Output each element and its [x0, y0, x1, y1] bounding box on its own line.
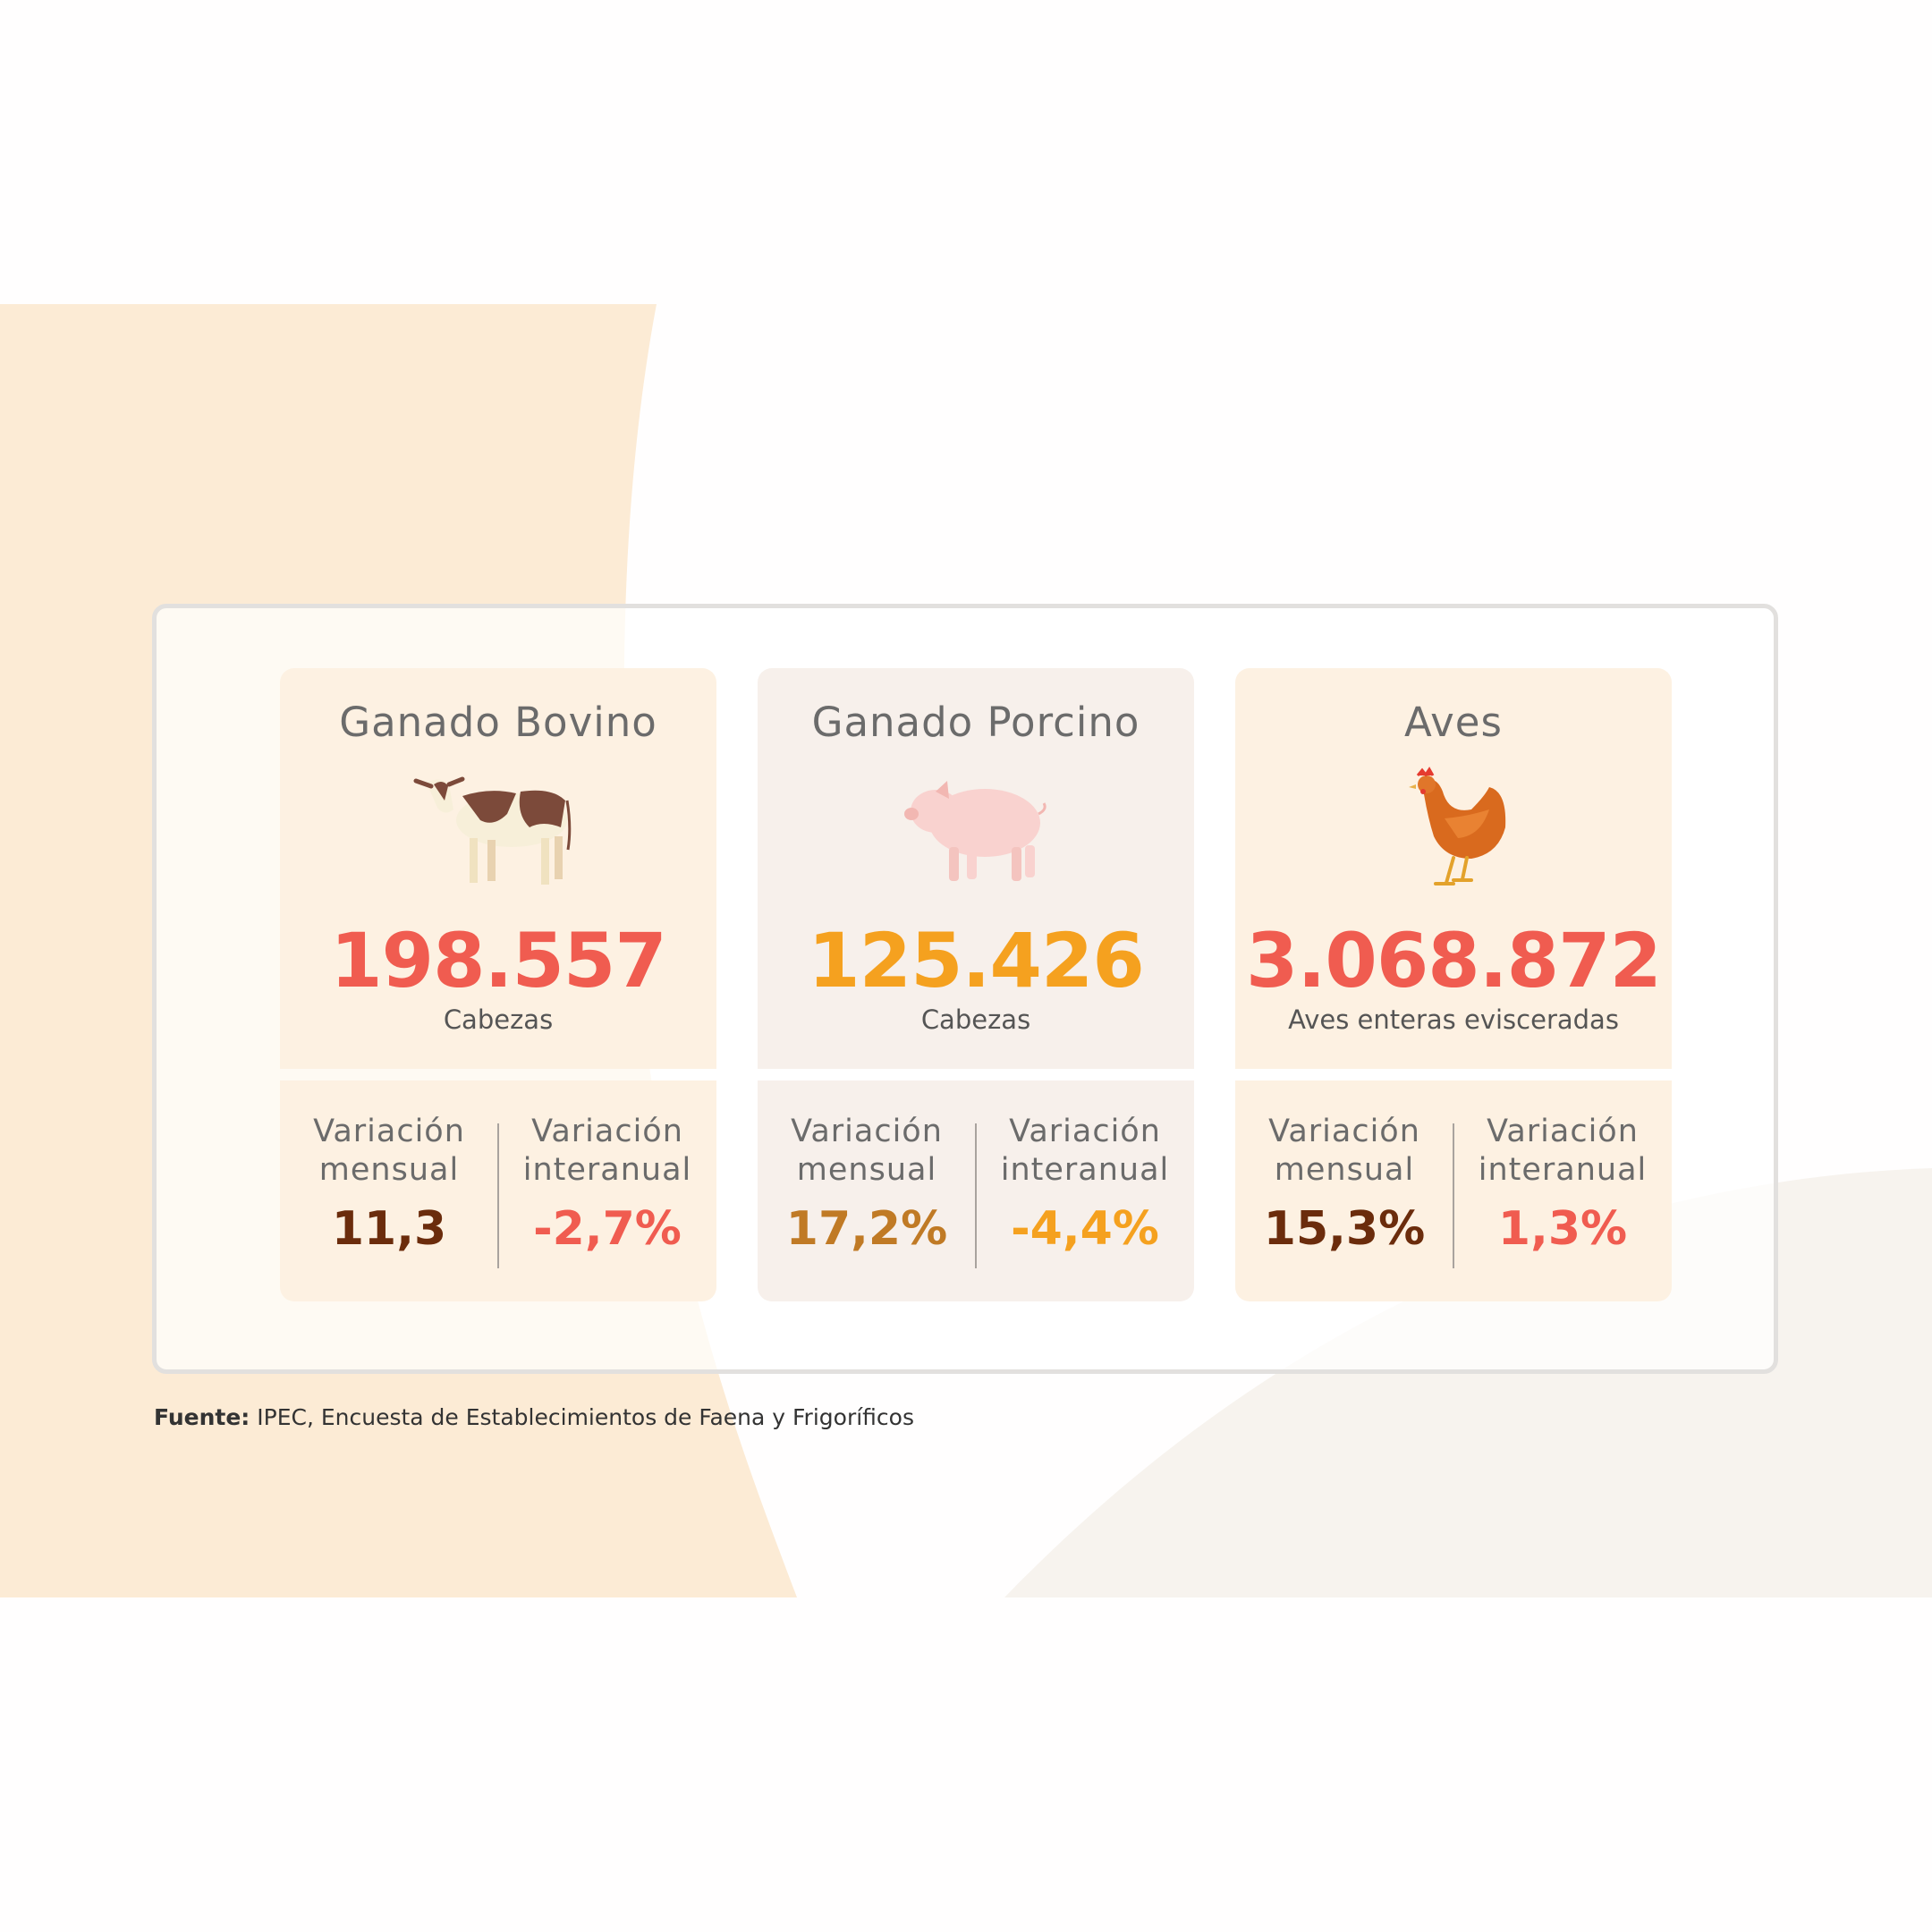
card-value: 3.068.872 — [1246, 917, 1662, 1004]
card-title: Ganado Bovino — [339, 699, 657, 746]
monthly-variation: Variación mensual 11,3 — [280, 1113, 498, 1256]
card-ganado-bovino: Ganado Bovino 198.557 Cabezas Variación … — [280, 668, 716, 1301]
divider — [497, 1123, 499, 1268]
hen-icon — [1409, 767, 1506, 886]
yearly-value: -4,4% — [1011, 1202, 1159, 1256]
card-title: Aves — [1404, 699, 1503, 746]
card-unit: Aves enteras evisceradas — [1288, 1004, 1619, 1035]
source-note: Fuente: IPEC, Encuesta de Establecimient… — [154, 1404, 914, 1430]
yearly-label: Variación — [1009, 1114, 1161, 1149]
yearly-label: interanual — [522, 1152, 692, 1188]
card-aves: Aves 3.068.872 Aves enteras evisceradas … — [1235, 668, 1672, 1301]
yearly-label: interanual — [1478, 1152, 1648, 1188]
monthly-value: 15,3% — [1263, 1202, 1426, 1256]
yearly-variation: Variación interanual 1,3% — [1453, 1113, 1672, 1256]
divider — [975, 1123, 977, 1268]
source-text: IPEC, Encuesta de Establecimientos de Fa… — [250, 1404, 914, 1430]
yearly-label: Variación — [531, 1114, 683, 1149]
monthly-variation: Variación mensual 15,3% — [1235, 1113, 1453, 1256]
monthly-value: 11,3 — [331, 1202, 447, 1256]
monthly-label: mensual — [1274, 1152, 1415, 1188]
card-unit: Cabezas — [920, 1004, 1031, 1035]
monthly-label: Variación — [313, 1114, 465, 1149]
card-unit: Cabezas — [443, 1004, 554, 1035]
yearly-label: interanual — [1000, 1152, 1170, 1188]
yearly-variation: Variación interanual -2,7% — [498, 1113, 716, 1256]
monthly-label: mensual — [796, 1152, 937, 1188]
yearly-value: -2,7% — [533, 1202, 682, 1256]
monthly-label: mensual — [318, 1152, 460, 1188]
yearly-label: Variación — [1487, 1114, 1639, 1149]
yearly-variation: Variación interanual -4,4% — [976, 1113, 1194, 1256]
monthly-value: 17,2% — [785, 1202, 948, 1256]
cow-icon — [413, 776, 572, 885]
divider — [1453, 1123, 1454, 1268]
pig-icon — [904, 781, 1046, 881]
source-label: Fuente: — [154, 1404, 250, 1430]
card-value: 125.426 — [808, 917, 1145, 1004]
monthly-label: Variación — [1268, 1114, 1420, 1149]
card-ganado-porcino: Ganado Porcino 125.426 Cabezas Variación… — [758, 668, 1194, 1301]
monthly-label: Variación — [791, 1114, 943, 1149]
card-value: 198.557 — [330, 917, 667, 1004]
yearly-value: 1,3% — [1497, 1202, 1628, 1256]
card-title: Ganado Porcino — [811, 699, 1140, 746]
monthly-variation: Variación mensual 17,2% — [758, 1113, 976, 1256]
